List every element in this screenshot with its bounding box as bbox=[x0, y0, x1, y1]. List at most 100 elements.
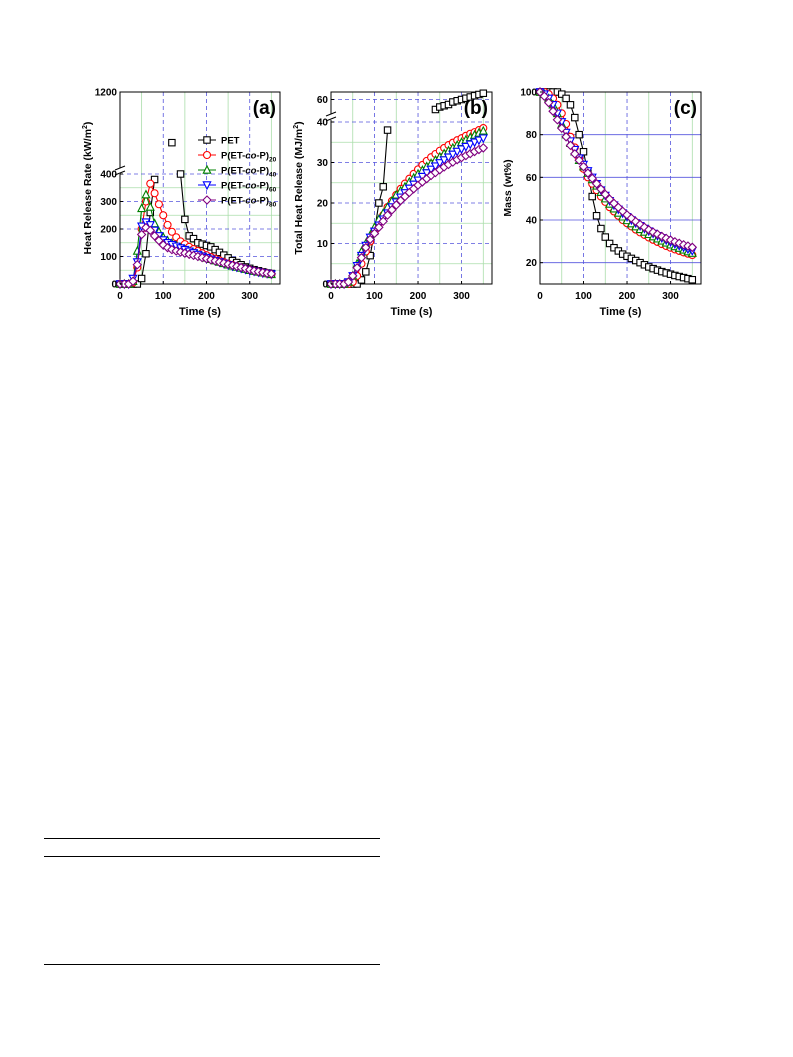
data-point-4-35 bbox=[478, 143, 489, 153]
data-point-4-4 bbox=[132, 259, 143, 270]
data-point-2-7 bbox=[145, 201, 155, 211]
x-tick-label: 300 bbox=[662, 291, 679, 302]
data-point-4-14 bbox=[387, 205, 397, 215]
data-point-0-5 bbox=[137, 274, 146, 283]
x-tick-label: 100 bbox=[366, 291, 383, 302]
data-point-4-6 bbox=[561, 132, 571, 142]
data-point-3-24 bbox=[430, 162, 441, 172]
data-point-4-4 bbox=[343, 277, 354, 287]
x-tick-label: 200 bbox=[619, 291, 636, 302]
data-point-0-8 bbox=[362, 268, 370, 276]
data-point-1-7 bbox=[146, 179, 155, 188]
data-point-0-9 bbox=[366, 251, 374, 260]
x-tick-label: 300 bbox=[241, 291, 258, 302]
data-point-1-9 bbox=[154, 200, 163, 209]
x-tick-label: 200 bbox=[198, 291, 215, 302]
series-a bbox=[115, 138, 277, 290]
data-point-0-15 bbox=[601, 233, 610, 241]
data-point-0-11 bbox=[375, 199, 383, 207]
data-point-0-6 bbox=[142, 250, 150, 258]
x-tick-label: 200 bbox=[410, 291, 427, 302]
data-point-0-5 bbox=[558, 90, 566, 98]
data-point-0-12 bbox=[379, 183, 387, 191]
data-point-3-34 bbox=[474, 136, 484, 146]
ticks-a: 0 100 200 300 0 100 200 300 400 1200 bbox=[95, 88, 259, 303]
axis-break-mark bbox=[325, 111, 337, 117]
panel-label-c: (c) bbox=[674, 98, 697, 119]
legend-marker bbox=[202, 164, 212, 174]
data-point-4-13 bbox=[382, 210, 393, 220]
x-tick-label: 100 bbox=[155, 291, 172, 302]
x-tick-label: 0 bbox=[117, 291, 123, 302]
y-tick-label: 20 bbox=[526, 258, 538, 269]
panel-label-b: (b) bbox=[464, 98, 488, 119]
data-point-0-12 bbox=[588, 192, 596, 201]
series-b bbox=[326, 89, 489, 290]
data-point-0-7 bbox=[357, 276, 366, 284]
data-point-1-12 bbox=[167, 227, 176, 236]
data-point-4-3 bbox=[128, 276, 138, 287]
x-tick-label: 0 bbox=[328, 291, 334, 302]
data-point-4-5 bbox=[136, 229, 147, 240]
axes-a bbox=[114, 91, 281, 285]
x-tick-label: 100 bbox=[575, 291, 592, 302]
data-point-3-30 bbox=[456, 145, 467, 155]
data-point-4-12 bbox=[587, 173, 597, 184]
y-tick-label: 80 bbox=[526, 130, 538, 141]
axis-break-mark bbox=[325, 116, 337, 122]
data-point-4-7 bbox=[145, 225, 156, 236]
y-tick-label: 20 bbox=[317, 199, 329, 210]
data-point-0-8 bbox=[150, 175, 159, 184]
data-point-3-27 bbox=[443, 153, 454, 163]
data-point-0-35 bbox=[688, 275, 697, 284]
y-tick-label: 40 bbox=[317, 118, 329, 129]
y-label-close: ) bbox=[82, 122, 94, 126]
data-point-0-10 bbox=[579, 147, 588, 156]
data-point-0-26 bbox=[479, 89, 488, 98]
data-point-2-5 bbox=[137, 203, 147, 213]
data-point-4-15 bbox=[600, 189, 611, 200]
legend-marker bbox=[202, 195, 212, 205]
y-tick-label: 300 bbox=[100, 197, 117, 208]
ticks-b: 0 100 200 300 0 10 20 30 40 60 bbox=[317, 95, 470, 302]
panel-b: 0 100 200 300 0 10 20 30 40 60 (b) Time (s) Total… bbox=[293, 89, 493, 318]
data-point-4-11 bbox=[374, 222, 384, 233]
y-label-sup: 2 bbox=[293, 125, 300, 129]
y-axis-label-c: Mass (wt%) bbox=[502, 159, 514, 216]
data-point-4-8 bbox=[361, 242, 371, 253]
data-point-4-35 bbox=[266, 269, 277, 279]
data-point-0-16 bbox=[605, 239, 614, 248]
data-point-0-15 bbox=[181, 215, 189, 224]
y-tick-label: 0 bbox=[111, 280, 117, 291]
series-c bbox=[535, 86, 698, 284]
axis-break-mark bbox=[114, 165, 126, 171]
axes-c bbox=[539, 91, 702, 285]
y-tick-label: 30 bbox=[317, 158, 329, 169]
data-point-4-13 bbox=[591, 178, 602, 189]
data-point-4-12 bbox=[378, 216, 388, 227]
data-point-4-1 bbox=[539, 91, 550, 102]
table-top-rule bbox=[44, 838, 380, 839]
legend-marker bbox=[203, 136, 211, 144]
y-label-text: Total Heat Release (MJ/m bbox=[293, 129, 305, 255]
data-point-3-33 bbox=[469, 138, 480, 148]
data-point-1-11 bbox=[163, 220, 172, 229]
data-point-3-32 bbox=[465, 140, 475, 150]
y-tick-label: 40 bbox=[526, 216, 538, 227]
data-point-4-5 bbox=[556, 123, 567, 134]
y-tick-label: 60 bbox=[317, 95, 329, 106]
plot-frame bbox=[539, 91, 702, 285]
series-line-2 bbox=[331, 130, 484, 285]
data-point-3-25 bbox=[435, 159, 445, 169]
axes-b bbox=[325, 91, 493, 285]
data-point-0-14 bbox=[597, 224, 605, 233]
y-tick-label: 1200 bbox=[95, 88, 118, 99]
data-point-4-2 bbox=[543, 97, 554, 108]
data-point-4-14 bbox=[596, 184, 606, 194]
x-axis-label-c: Time (s) bbox=[600, 306, 642, 318]
axis-break-gap bbox=[327, 114, 335, 120]
panel-c: 0 100 200 300 20 40 60 80 100 (c) Time (s) Mass … bbox=[502, 86, 702, 318]
data-point-4-35 bbox=[687, 242, 698, 253]
data-point-0-8 bbox=[571, 113, 579, 122]
